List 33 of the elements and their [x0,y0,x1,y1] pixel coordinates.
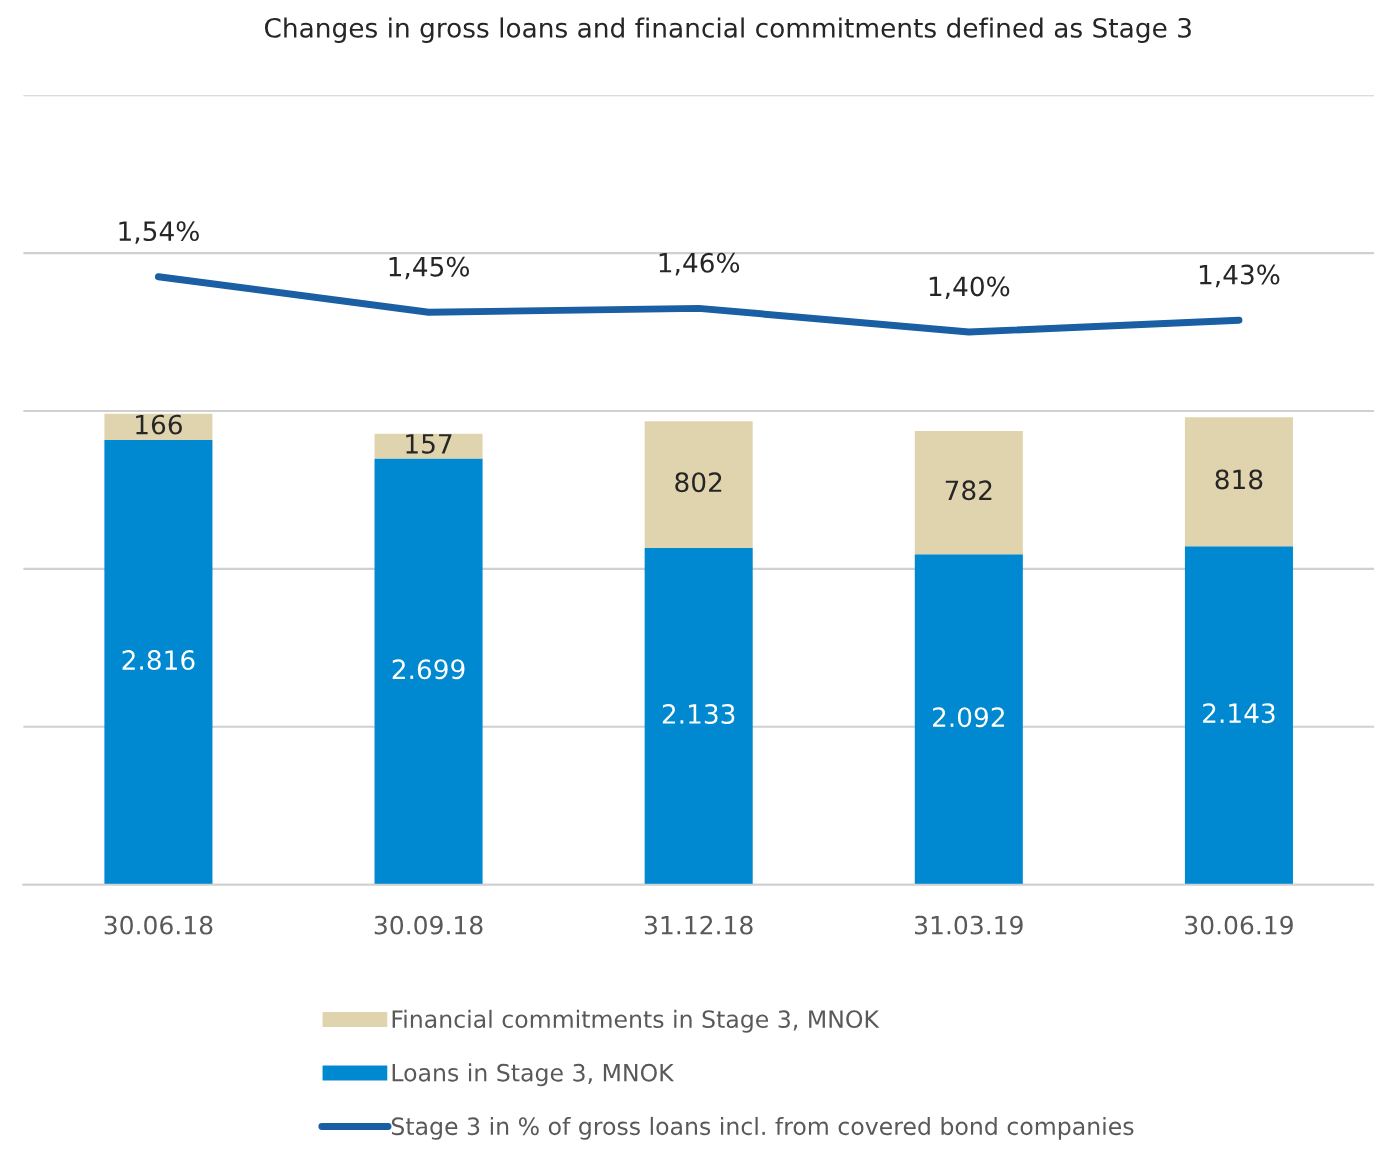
x-tick-label: 31.12.18 [644,915,753,935]
data-label: 1,45% [389,256,470,280]
data-label: 1,54% [119,221,199,244]
data-label: 157 [406,434,452,454]
bar [914,554,1023,885]
bar [374,458,483,885]
x-tick-label: 30.06.19 [1185,915,1293,935]
bar [104,440,213,885]
data-label: 2.699 [392,659,465,680]
data-label: 2.143 [1203,703,1275,724]
bar [1184,417,1293,547]
data-label: 2.092 [932,707,1004,728]
data-label: 166 [136,414,182,435]
bar [914,430,1023,555]
chart-title: Changes in gross loans and financial commitments defined as Stage 3 [264,17,1191,43]
legend-label: Stage 3 in % of gross loans incl. from covered bond companies [391,1116,1134,1140]
data-label: 802 [675,472,722,493]
data-label: 818 [1215,469,1263,490]
data-label: 1,43% [1199,264,1280,288]
data-label: 1,40% [929,276,1010,300]
bar [644,421,753,548]
bar [1184,546,1293,885]
bar [644,547,753,885]
x-tick-label: 30.09.18 [374,915,483,935]
data-label: 2.133 [662,703,735,724]
x-tick-label: 30.06.18 [104,915,213,935]
x-tick-label: 31.03.19 [915,915,1023,935]
legend-label: Loans in Stage 3, MNOK [392,1063,675,1087]
data-label: 782 [945,480,992,501]
data-label: 2.816 [122,650,195,671]
data-label: 1,46% [659,252,740,276]
bar [374,433,483,459]
legend-label: Financial commitments in Stage 3, MNOK [392,1009,880,1033]
